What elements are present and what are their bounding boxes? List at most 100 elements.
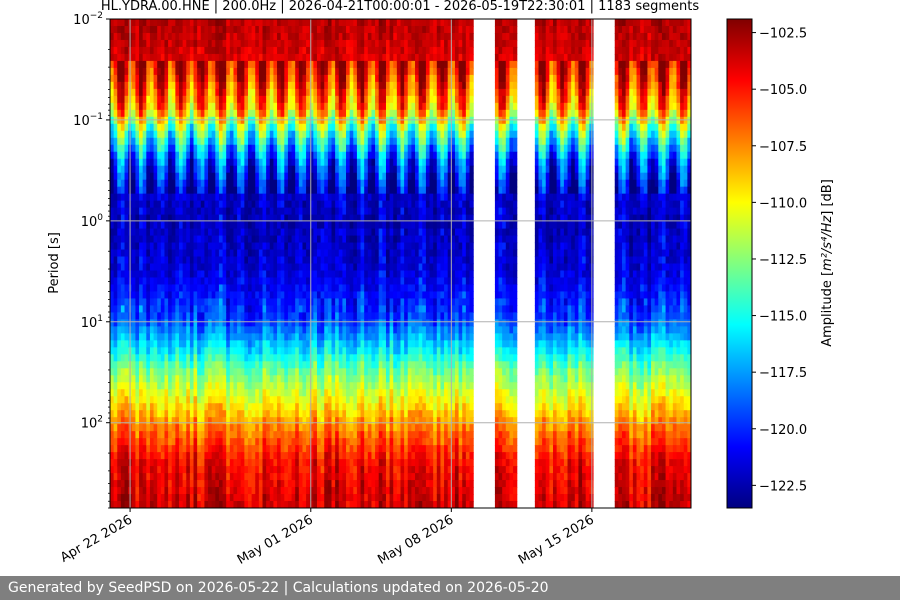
heatmap-cell: [146, 151, 151, 160]
heatmap-cell: [117, 487, 122, 495]
heatmap-cell: [313, 452, 318, 460]
heatmap-cell: [117, 151, 122, 160]
heatmap-cell: [306, 137, 311, 146]
heatmap-cell: [360, 144, 365, 153]
heatmap-cell: [331, 172, 336, 181]
heatmap-cell: [273, 53, 278, 62]
heatmap-cell: [295, 333, 300, 341]
heatmap-cell: [164, 151, 169, 160]
heatmap-cell: [204, 466, 209, 474]
heatmap-cell: [287, 305, 293, 313]
heatmap-cell: [306, 480, 311, 488]
heatmap-cell: [295, 81, 300, 90]
heatmap-cell: [316, 396, 322, 404]
heatmap-cell: [324, 200, 329, 209]
heatmap-cell: [146, 130, 151, 139]
heatmap-cell: [266, 445, 271, 453]
heatmap-cell: [229, 410, 235, 418]
heatmap-cell: [280, 228, 285, 237]
heatmap-cell: [320, 277, 325, 286]
heatmap-cell: [306, 109, 311, 118]
heatmap-cell: [247, 214, 253, 223]
heatmap-cell: [302, 347, 307, 355]
heatmap-cell: [233, 368, 238, 376]
heatmap-cell: [302, 319, 307, 327]
heatmap-cell: [208, 326, 213, 334]
heatmap-cell: [255, 25, 260, 34]
heatmap-cell: [211, 473, 216, 481]
heatmap-cell: [280, 424, 285, 432]
heatmap-cell: [280, 242, 285, 251]
heatmap-cell: [247, 291, 253, 300]
heatmap-cell: [149, 452, 155, 460]
heatmap-cell: [211, 67, 216, 76]
heatmap-cell: [247, 137, 253, 146]
heatmap-cell: [291, 403, 296, 411]
heatmap-cell: [306, 473, 311, 481]
heatmap-cell: [320, 263, 325, 272]
heatmap-cell: [262, 431, 267, 439]
heatmap-cell: [309, 333, 314, 341]
heatmap-cell: [316, 333, 322, 341]
heatmap-cell: [346, 249, 351, 258]
heatmap-cell: [168, 235, 173, 244]
heatmap-cell: [193, 88, 198, 97]
heatmap-cell: [233, 291, 238, 300]
heatmap-cell: [215, 46, 220, 55]
heatmap-cell: [215, 228, 220, 237]
heatmap-cell: [135, 417, 140, 425]
heatmap-cell: [356, 102, 362, 111]
heatmap-cell: [226, 501, 231, 508]
heatmap-cell: [335, 305, 340, 313]
heatmap-cell: [149, 340, 155, 348]
heatmap-cell: [255, 95, 260, 104]
heatmap-cell: [164, 130, 169, 139]
heatmap-cell: [218, 25, 224, 34]
heatmap-cell: [189, 158, 195, 167]
heatmap-cell: [255, 123, 260, 132]
heatmap-cell: [277, 389, 282, 397]
heatmap-cell: [258, 207, 264, 216]
heatmap-cell: [335, 284, 340, 293]
heatmap-cell: [240, 333, 245, 341]
heatmap-cell: [124, 109, 129, 118]
heatmap-cell: [226, 305, 231, 313]
heatmap-cell: [204, 207, 209, 216]
heatmap-cell: [168, 452, 173, 460]
heatmap-cell: [360, 249, 365, 258]
heatmap-cell: [295, 109, 300, 118]
heatmap-cell: [215, 431, 220, 439]
heatmap-cell: [251, 60, 256, 69]
heatmap-cell: [309, 277, 314, 286]
heatmap-cell: [218, 53, 224, 62]
heatmap-cell: [171, 326, 176, 334]
heatmap-cell: [124, 228, 129, 237]
heatmap-cell: [346, 88, 351, 97]
heatmap-cell: [309, 410, 314, 418]
heatmap-cell: [262, 403, 267, 411]
heatmap-cell: [244, 74, 249, 83]
heatmap-cell: [353, 25, 358, 34]
heatmap-cell: [258, 431, 264, 439]
heatmap-cell: [327, 480, 333, 488]
heatmap-cell: [295, 46, 300, 55]
heatmap-cell: [302, 242, 307, 251]
heatmap-cell: [135, 200, 140, 209]
heatmap-cell: [273, 466, 278, 474]
heatmap-cell: [117, 305, 122, 313]
heatmap-cell: [306, 249, 311, 258]
heatmap-cell: [356, 81, 362, 90]
heatmap-cell: [356, 242, 362, 251]
heatmap-cell: [338, 270, 343, 279]
heatmap-cell: [233, 88, 238, 97]
heatmap-cell: [193, 284, 198, 293]
heatmap-cell: [266, 228, 271, 237]
heatmap-cell: [316, 410, 322, 418]
heatmap-cell: [222, 424, 227, 432]
heatmap-cell: [302, 214, 307, 223]
heatmap-cell: [247, 235, 253, 244]
heatmap-cell: [356, 410, 362, 418]
heatmap-cell: [120, 46, 126, 55]
heatmap-cell: [200, 193, 206, 202]
heatmap-cell: [262, 473, 267, 481]
